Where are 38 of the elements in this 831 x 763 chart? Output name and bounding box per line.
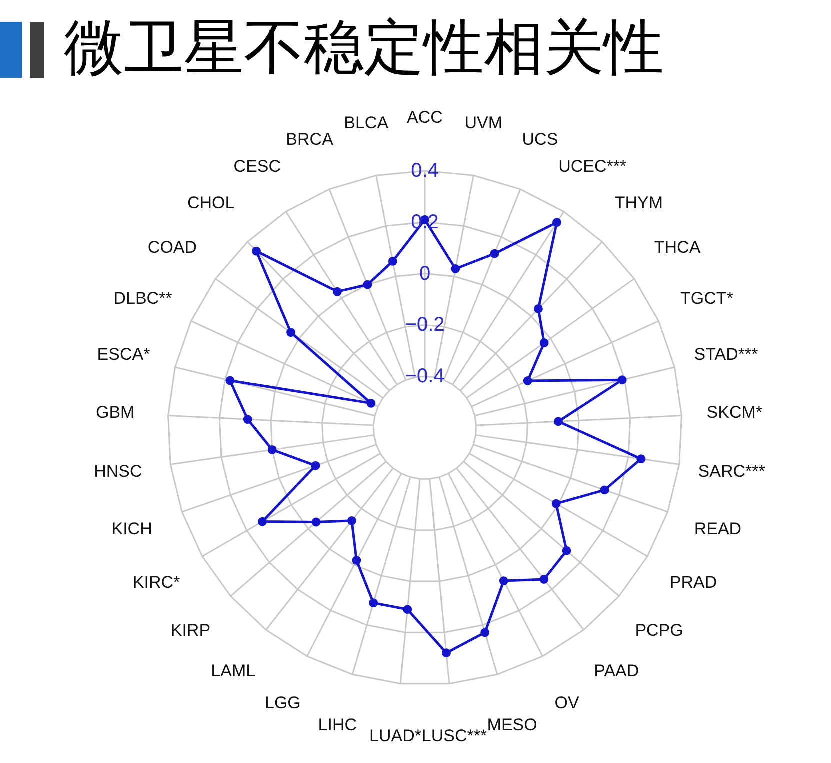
spoke-label: MESO	[487, 715, 538, 734]
y-tick-label: −0.2	[405, 314, 445, 336]
spoke-label: KIRP	[170, 621, 211, 640]
spoke-label: LIHC	[318, 715, 358, 734]
spoke-label: LGG	[264, 694, 301, 713]
spoke-label: GBM	[96, 403, 135, 422]
spoke-label: PCPG	[635, 621, 684, 640]
spoke-label: KICH	[112, 519, 152, 538]
spoke-label: SKCM*	[706, 403, 763, 422]
spoke-label: UCEC***	[558, 157, 627, 176]
spoke-label: STAD***	[694, 344, 759, 364]
y-tick-label: 0.4	[411, 160, 439, 182]
y-tick-label: 0	[419, 262, 431, 285]
spoke-label: ESCA*	[97, 344, 151, 364]
spoke-label: READ	[694, 519, 742, 538]
spoke-label: THCA	[654, 238, 702, 258]
spoke-label: UCS	[522, 130, 558, 150]
spoke-label: OV	[554, 694, 580, 713]
spoke-label: PRAD	[670, 573, 718, 592]
spoke-label: BLCA	[344, 114, 390, 133]
spoke-label: ACC	[407, 108, 443, 127]
spoke-label: PAAD	[594, 662, 640, 681]
y-tick-label: −0.4	[405, 366, 445, 388]
spoke-label: CHOL	[187, 194, 235, 213]
spoke-label: CESC	[234, 157, 282, 176]
spoke-label: THYM	[614, 194, 664, 213]
spoke-label: TGCT*	[680, 289, 734, 308]
spoke-label: LAML	[211, 662, 256, 681]
spoke-label: DLBC**	[114, 289, 173, 308]
spoke-label: LUSC***	[422, 726, 488, 746]
spoke-label: KIRC*	[132, 573, 181, 592]
chart-title: 微卫星不稳定性相关性	[64, 14, 664, 81]
spoke-label: SARC***	[698, 462, 766, 482]
spoke-label: LUAD*	[370, 726, 422, 746]
spoke-label: BRCA	[286, 130, 334, 150]
spoke-label: UVM	[464, 114, 503, 133]
spoke-label: HNSC	[94, 462, 142, 482]
spoke-label: COAD	[148, 238, 198, 258]
